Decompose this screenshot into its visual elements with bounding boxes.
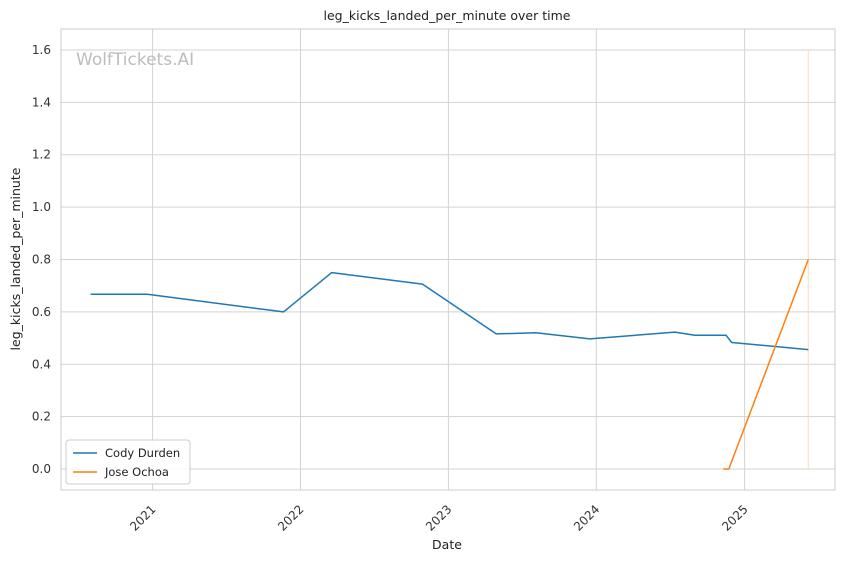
y-tick-label: 0.0 [32,462,51,476]
series-line-cody-durden [90,271,809,351]
legend-label-jose-ochoa: Jose Ochoa [104,465,169,479]
x-tick-label: 2023 [423,502,454,533]
x-axis-label: Date [432,537,462,552]
y-tick-label: 0.6 [32,305,51,319]
y-axis-label: leg_kicks_landed_per_minute [8,167,23,350]
y-tick-label: 0.4 [32,357,51,371]
series-line-jose-ochoa [723,259,810,470]
x-tick-label: 2025 [719,502,750,533]
x-tick-label: 2024 [571,502,602,533]
y-tick-label: 1.0 [32,200,51,214]
legend-box [65,439,191,485]
plot-frame [60,28,836,491]
y-axis: 0.0 0.2 0.4 0.6 0.8 1.0 1.2 1.4 1.6 [32,43,51,476]
legend-label-cody-durden: Cody Durden [105,446,180,460]
chart-title: leg_kicks_landed_per_minute over time [324,8,571,23]
legend: Cody Durden Jose Ochoa [65,439,191,485]
y-tick-label: 0.8 [32,253,51,267]
x-axis: 2021 2022 2023 2024 2025 [127,502,751,533]
y-tick-label: 1.2 [32,148,51,162]
series-layer [90,49,810,470]
y-tick-label: 1.6 [32,43,51,57]
y-tick-label: 0.2 [32,410,51,424]
grid [61,29,835,490]
y-tick-label: 1.4 [32,95,51,109]
x-tick-label: 2021 [127,502,158,533]
watermark: WolfTickets.AI [76,50,194,70]
x-tick-label: 2022 [275,502,306,533]
